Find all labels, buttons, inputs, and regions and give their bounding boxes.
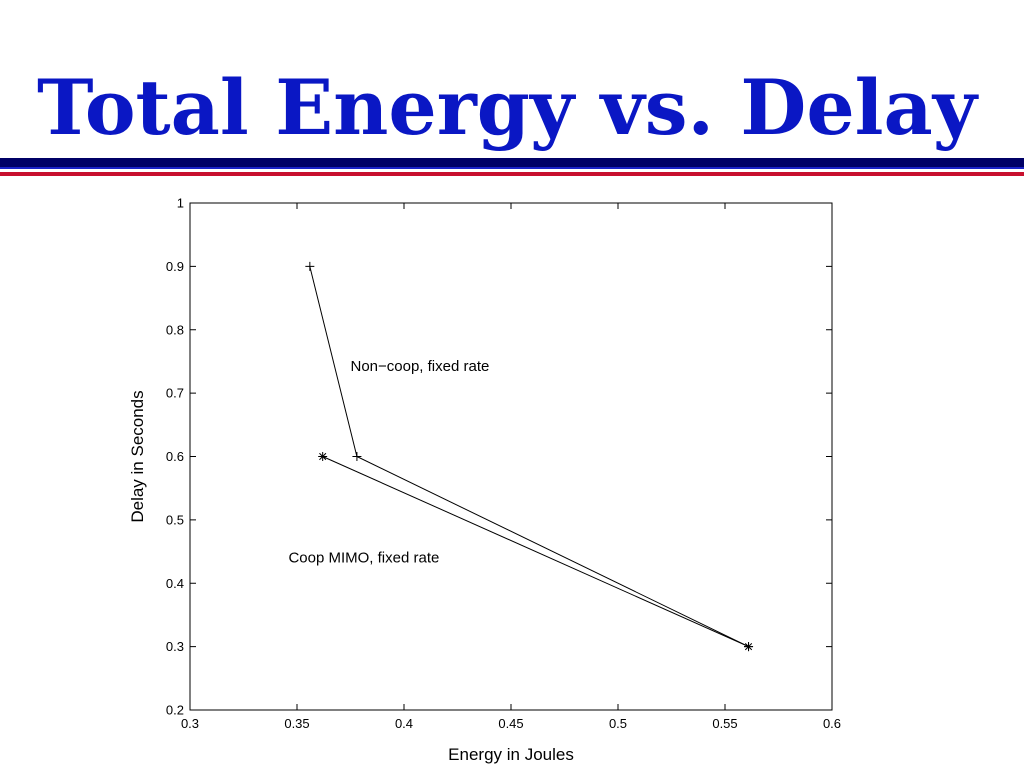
y-tick-label: 1 <box>177 196 184 211</box>
y-tick-label: 0.3 <box>166 639 184 654</box>
x-tick-label: 0.4 <box>395 716 413 731</box>
y-tick-label: 0.6 <box>166 449 184 464</box>
data-point-star <box>744 642 754 652</box>
y-axis-label: Delay in Seconds <box>128 390 147 522</box>
data-series <box>305 261 754 652</box>
title-rule-navy <box>0 158 1024 167</box>
y-tick-label: 0.5 <box>166 512 184 527</box>
annotation-label: Non−coop, fixed rate <box>351 358 490 375</box>
title-rule-blue <box>0 167 1024 169</box>
data-point-plus <box>352 452 362 461</box>
y-tick-label: 0.2 <box>166 703 184 718</box>
title-rule-red <box>0 172 1024 176</box>
x-tick-label: 0.6 <box>823 716 841 731</box>
x-tick-label: 0.35 <box>284 716 309 731</box>
axis-ticks <box>189 202 833 711</box>
plot-frame <box>189 202 833 711</box>
x-tick-label: 0.5 <box>609 716 627 731</box>
y-tick-label: 0.9 <box>166 259 184 274</box>
x-tick-label: 0.45 <box>498 716 523 731</box>
y-tick-label: 0.7 <box>166 386 184 401</box>
y-tick-label: 0.8 <box>166 322 184 337</box>
chart-labels: 0.3 0.35 0.4 0.45 0.5 0.55 0.60.20.30.40.50.60… <box>128 196 841 765</box>
y-tick-label: 0.4 <box>166 576 184 591</box>
series-line-2 <box>322 456 749 648</box>
annotation-label: Coop MIMO, fixed rate <box>288 549 439 566</box>
slide-title: Total Energy vs. Delay <box>37 63 977 152</box>
data-point-star <box>318 452 328 461</box>
data-point-plus <box>305 261 315 271</box>
series-line-1 <box>309 266 749 648</box>
x-tick-label: 0.3 <box>181 716 199 731</box>
x-tick-label: 0.55 <box>712 716 737 731</box>
x-axis-label: Energy in Joules <box>448 745 574 764</box>
